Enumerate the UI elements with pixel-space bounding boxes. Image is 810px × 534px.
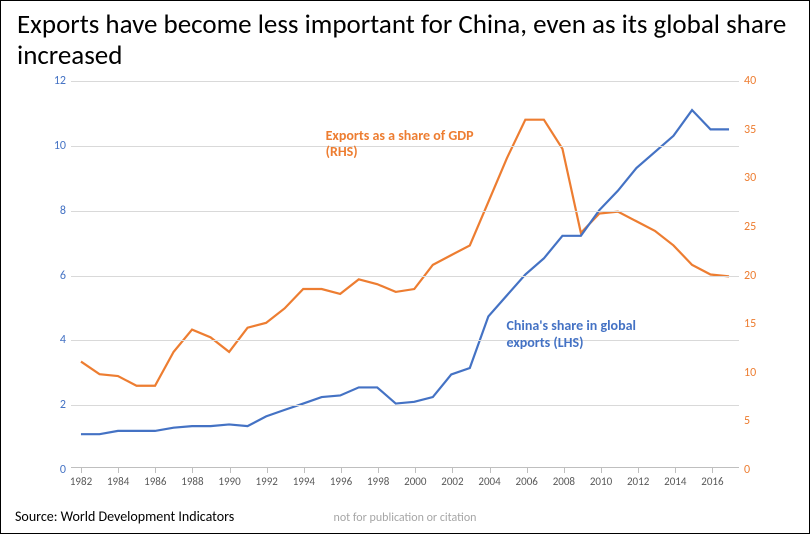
x-tick-label: 1990 <box>218 475 240 488</box>
x-tick-label: 1982 <box>70 475 92 488</box>
y-right-tick-label: 30 <box>744 171 769 185</box>
y-left-tick-label: 0 <box>41 463 66 477</box>
y-left-tick-label: 4 <box>41 333 66 347</box>
annotation-lhs: China's share in globalexports (LHS) <box>507 318 636 352</box>
x-tick <box>415 468 416 473</box>
y-right-tick-label: 40 <box>744 74 769 88</box>
x-tick-label: 2014 <box>664 475 686 488</box>
x-tick-label: 1994 <box>293 475 315 488</box>
gridline <box>71 81 739 82</box>
x-tick-label: 2012 <box>627 475 649 488</box>
x-tick <box>155 468 156 473</box>
x-tick <box>304 468 305 473</box>
x-tick <box>490 468 491 473</box>
x-tick <box>267 468 268 473</box>
gridline <box>71 340 739 341</box>
gridline <box>71 211 739 212</box>
x-tick-label: 2004 <box>478 475 500 488</box>
y-left-tick-label: 12 <box>41 74 66 88</box>
gridline <box>71 276 739 277</box>
x-tick-label: 2008 <box>553 475 575 488</box>
y-right-tick-label: 25 <box>744 220 769 234</box>
x-tick-label: 2010 <box>590 475 612 488</box>
x-tick <box>452 468 453 473</box>
x-tick-label: 1992 <box>256 475 278 488</box>
x-tick <box>638 468 639 473</box>
x-tick <box>341 468 342 473</box>
x-tick-label: 2000 <box>404 475 426 488</box>
x-tick <box>564 468 565 473</box>
x-tick-label: 1996 <box>330 475 352 488</box>
x-tick-label: 1988 <box>181 475 203 488</box>
y-right-tick-label: 10 <box>744 366 769 380</box>
y-right-tick-label: 0 <box>744 463 769 477</box>
y-right-tick-label: 20 <box>744 269 769 283</box>
y-right-tick-label: 35 <box>744 123 769 137</box>
x-tick-label: 2002 <box>441 475 463 488</box>
x-tick <box>675 468 676 473</box>
x-tick-label: 2016 <box>701 475 723 488</box>
y-right-tick-label: 5 <box>744 414 769 428</box>
annotation-rhs: Exports as a share of GDP(RHS) <box>326 128 474 162</box>
y-left-tick-label: 2 <box>41 398 66 412</box>
source-text: Source: World Development Indicators <box>15 508 234 525</box>
chart-title: Exports have become less important for C… <box>17 9 793 71</box>
x-tick-label: 1986 <box>144 475 166 488</box>
x-tick <box>378 468 379 473</box>
x-tick <box>81 468 82 473</box>
x-tick <box>230 468 231 473</box>
y-left-tick-label: 6 <box>41 269 66 283</box>
x-tick <box>192 468 193 473</box>
x-tick <box>118 468 119 473</box>
gridline <box>71 405 739 406</box>
y-left-tick-label: 10 <box>41 139 66 153</box>
x-tick <box>527 468 528 473</box>
x-tick <box>601 468 602 473</box>
y-right-tick-label: 15 <box>744 317 769 331</box>
x-tick-label: 1984 <box>107 475 129 488</box>
x-tick <box>712 468 713 473</box>
y-left-tick-label: 8 <box>41 204 66 218</box>
x-tick-label: 1998 <box>367 475 389 488</box>
disclaimer-text: not for publication or citation <box>334 511 477 525</box>
x-tick-label: 2006 <box>516 475 538 488</box>
